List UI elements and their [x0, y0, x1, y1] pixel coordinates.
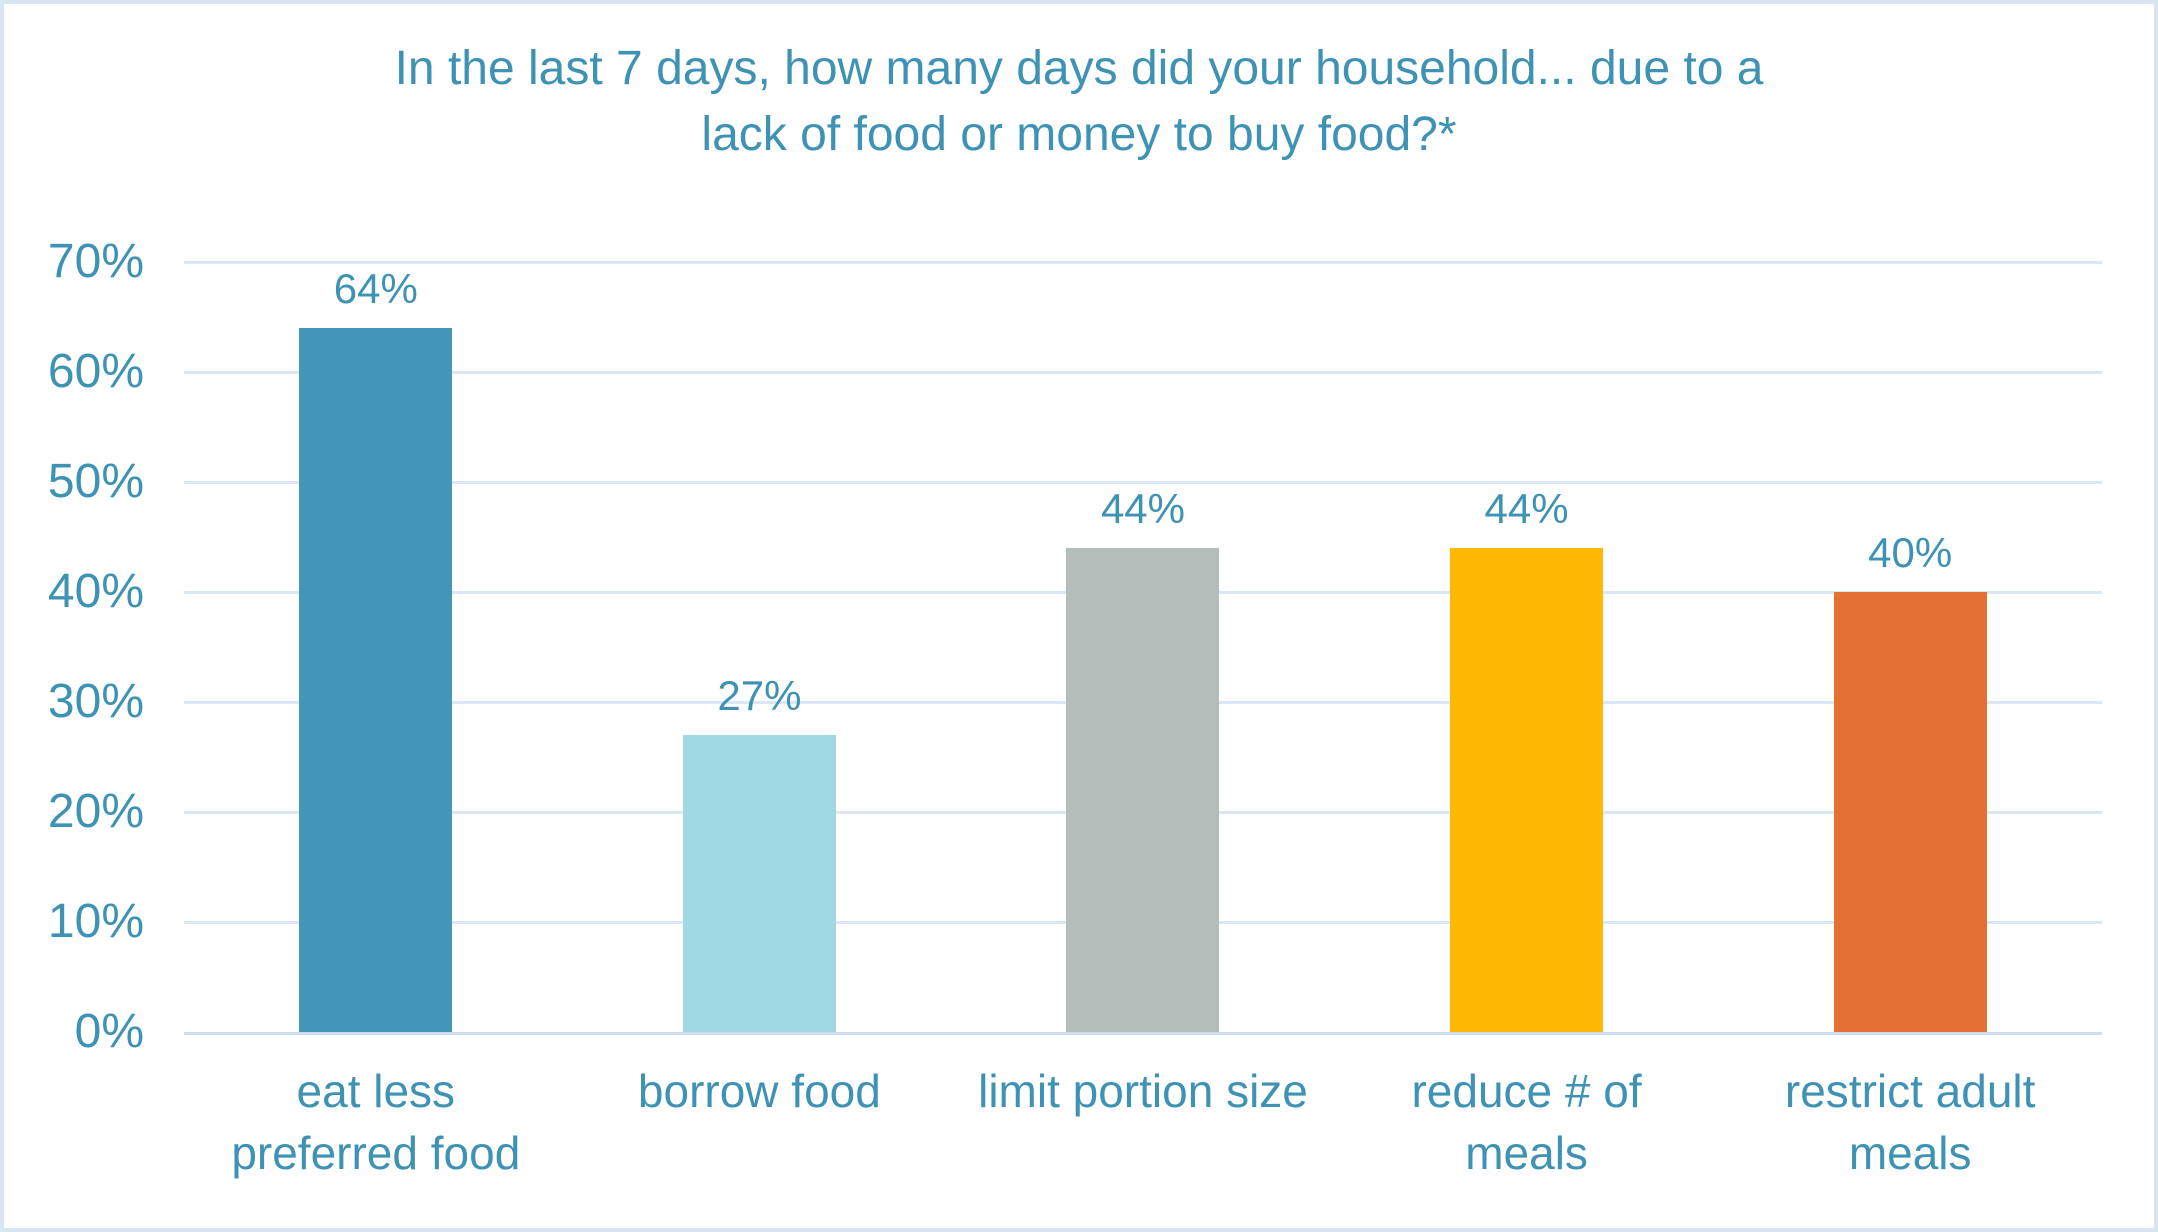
x-category-label: reduce # of meals	[1411, 1065, 1642, 1180]
bar-column: 44%	[1335, 262, 1719, 1032]
bar-column: 44%	[951, 262, 1335, 1032]
y-tick-label: 10%	[47, 895, 144, 948]
y-axis: 70% 60% 50% 40% 30% 20% 10% 0%	[4, 238, 144, 1056]
bar-value-label: 44%	[1484, 485, 1569, 532]
bar-value-label: 40%	[1868, 529, 1953, 576]
chart-title: In the last 7 days, how many days did yo…	[394, 42, 1764, 162]
bar	[682, 735, 836, 1032]
bar-column: 40%	[1718, 262, 2102, 1032]
gridline	[184, 261, 2102, 264]
y-tick-label: 40%	[47, 565, 144, 618]
plot-area: 64% 27% 44% 44% 40%	[184, 261, 2102, 1035]
gridline	[184, 371, 2102, 374]
y-tick-label: 60%	[47, 345, 144, 398]
x-category-label: limit portion size	[978, 1065, 1308, 1117]
bar	[299, 328, 453, 1032]
y-tick-label: 70%	[47, 235, 144, 288]
y-tick-label: 30%	[47, 675, 144, 728]
bar-column: 64%	[184, 262, 568, 1032]
bar	[1066, 548, 1220, 1032]
bar	[1833, 592, 1987, 1032]
bar-column: 27%	[568, 262, 952, 1032]
x-axis-labels: eat less preferred food borrow food limit …	[184, 1060, 2102, 1184]
bar-value-label: 27%	[717, 672, 802, 719]
bars-row: 64% 27% 44% 44% 40%	[184, 262, 2102, 1032]
y-tick-label: 20%	[47, 785, 144, 838]
x-category-label: restrict adult meals	[1784, 1065, 2036, 1180]
bar-value-label: 44%	[1100, 485, 1186, 532]
gridline	[184, 481, 2102, 484]
x-category-label: eat less preferred food	[231, 1065, 521, 1180]
bar	[1450, 548, 1604, 1032]
y-tick-label: 0%	[74, 1005, 144, 1058]
y-tick-label: 50%	[47, 455, 144, 508]
x-category-label: borrow food	[637, 1065, 881, 1117]
bar-value-label: 64%	[333, 265, 418, 312]
